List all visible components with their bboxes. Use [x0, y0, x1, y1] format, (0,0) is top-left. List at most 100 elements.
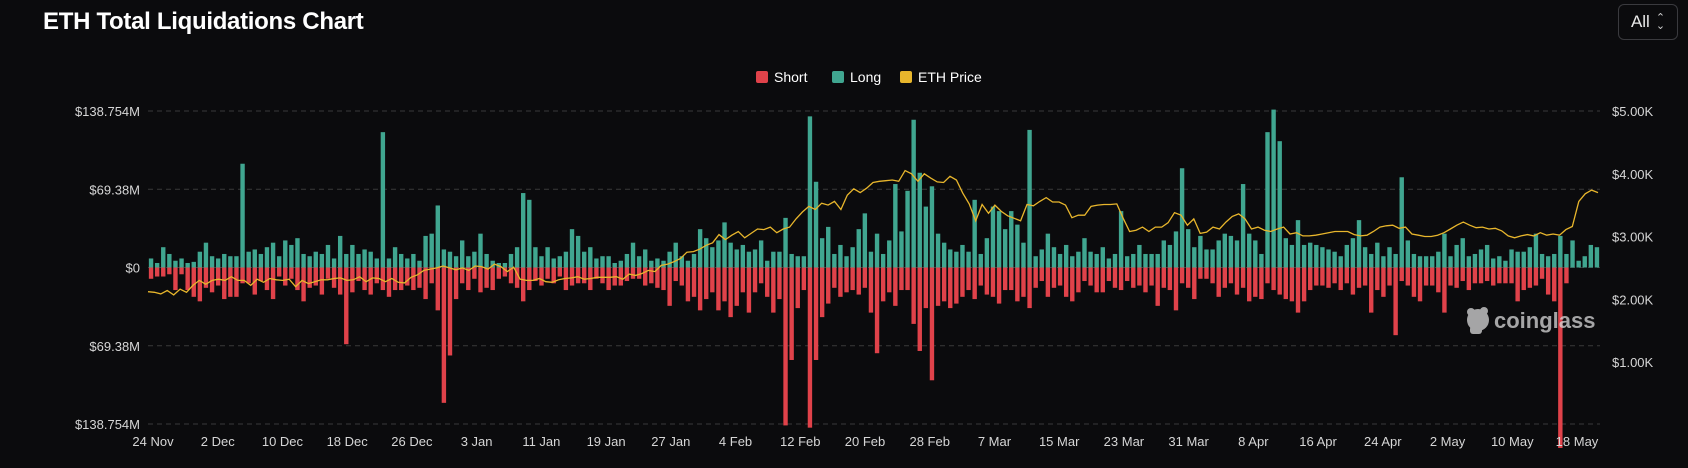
- long-bar[interactable]: [1460, 238, 1465, 268]
- short-bar[interactable]: [1515, 267, 1520, 302]
- long-bar[interactable]: [1369, 253, 1374, 268]
- long-bar[interactable]: [337, 235, 343, 268]
- short-bar[interactable]: [1356, 267, 1362, 288]
- short-bar[interactable]: [734, 267, 739, 306]
- long-bar[interactable]: [954, 251, 959, 268]
- long-bar[interactable]: [344, 253, 349, 268]
- time-range-select[interactable]: All ⌃ ⌄: [1618, 4, 1678, 40]
- long-bar[interactable]: [1076, 251, 1081, 268]
- long-bar[interactable]: [1210, 249, 1215, 268]
- long-bar[interactable]: [1411, 253, 1417, 268]
- short-bar[interactable]: [704, 267, 709, 300]
- short-bar[interactable]: [1100, 267, 1105, 293]
- long-bar[interactable]: [1167, 244, 1173, 268]
- long-bar[interactable]: [1423, 256, 1429, 268]
- long-bar[interactable]: [1381, 256, 1386, 268]
- short-bar[interactable]: [368, 267, 373, 295]
- long-bar[interactable]: [234, 256, 239, 268]
- long-bar[interactable]: [441, 249, 447, 268]
- short-bar[interactable]: [1362, 267, 1368, 286]
- short-bar[interactable]: [1137, 267, 1142, 286]
- short-bar[interactable]: [1198, 267, 1203, 279]
- long-bar[interactable]: [606, 256, 611, 268]
- short-bar[interactable]: [1387, 267, 1392, 286]
- long-bar[interactable]: [1430, 256, 1435, 268]
- short-bar[interactable]: [1155, 267, 1160, 306]
- long-bar[interactable]: [173, 260, 178, 268]
- long-bar[interactable]: [222, 253, 227, 268]
- short-bar[interactable]: [1277, 267, 1282, 295]
- long-bar[interactable]: [1063, 244, 1069, 268]
- long-bar[interactable]: [917, 172, 922, 268]
- long-bar[interactable]: [1112, 253, 1118, 268]
- long-bar[interactable]: [1216, 240, 1221, 268]
- short-bar[interactable]: [929, 267, 935, 381]
- long-bar[interactable]: [1308, 242, 1313, 268]
- short-bar[interactable]: [1405, 267, 1411, 286]
- short-bar[interactable]: [1308, 267, 1313, 291]
- long-bar[interactable]: [771, 251, 776, 268]
- long-bar[interactable]: [185, 262, 190, 268]
- short-bar[interactable]: [850, 267, 855, 291]
- long-bar[interactable]: [978, 253, 983, 268]
- short-bar[interactable]: [411, 267, 416, 291]
- long-bar[interactable]: [1039, 249, 1044, 268]
- short-bar[interactable]: [1009, 267, 1014, 291]
- long-bar[interactable]: [527, 199, 532, 268]
- long-bar[interactable]: [1301, 244, 1307, 268]
- long-bar[interactable]: [1564, 253, 1569, 268]
- short-bar[interactable]: [1185, 267, 1191, 288]
- long-bar[interactable]: [624, 253, 630, 268]
- long-bar[interactable]: [1027, 129, 1032, 268]
- long-bar[interactable]: [380, 132, 386, 268]
- long-bar[interactable]: [880, 253, 886, 268]
- short-bar[interactable]: [1478, 267, 1484, 284]
- long-bar[interactable]: [643, 249, 648, 268]
- short-bar[interactable]: [978, 267, 983, 286]
- long-bar[interactable]: [1478, 249, 1484, 268]
- short-bar[interactable]: [508, 267, 514, 284]
- short-bar[interactable]: [1192, 267, 1197, 300]
- short-bar[interactable]: [1417, 267, 1423, 302]
- long-bar[interactable]: [301, 253, 306, 268]
- long-bar[interactable]: [716, 240, 721, 268]
- short-bar[interactable]: [1131, 267, 1136, 288]
- long-bar[interactable]: [1472, 253, 1478, 268]
- long-bar[interactable]: [893, 184, 898, 268]
- long-bar[interactable]: [276, 256, 282, 268]
- long-bar[interactable]: [813, 181, 819, 268]
- long-bar[interactable]: [1198, 235, 1203, 268]
- short-bar[interactable]: [606, 267, 611, 291]
- long-bar[interactable]: [935, 233, 941, 268]
- short-bar[interactable]: [1466, 267, 1472, 291]
- long-bar[interactable]: [313, 251, 318, 268]
- long-bar[interactable]: [350, 244, 355, 268]
- long-bar[interactable]: [1314, 244, 1319, 268]
- short-bar[interactable]: [1070, 267, 1075, 302]
- short-bar[interactable]: [1320, 267, 1325, 286]
- short-bar[interactable]: [1484, 267, 1490, 282]
- long-bar[interactable]: [984, 238, 990, 268]
- short-bar[interactable]: [887, 267, 892, 293]
- long-bar[interactable]: [1131, 253, 1136, 268]
- short-bar[interactable]: [234, 267, 239, 297]
- long-bar[interactable]: [1448, 256, 1453, 268]
- short-bar[interactable]: [1423, 267, 1429, 286]
- long-bar[interactable]: [972, 199, 977, 268]
- short-bar[interactable]: [990, 267, 996, 297]
- long-bar[interactable]: [667, 251, 672, 268]
- short-bar[interactable]: [167, 267, 172, 275]
- short-bar[interactable]: [1021, 267, 1026, 297]
- long-bar[interactable]: [1527, 247, 1533, 268]
- long-bar[interactable]: [1015, 224, 1020, 268]
- long-bar[interactable]: [685, 260, 691, 268]
- long-bar[interactable]: [545, 247, 550, 268]
- long-bar[interactable]: [1326, 249, 1331, 268]
- short-bar[interactable]: [911, 267, 916, 324]
- short-bar[interactable]: [1002, 267, 1008, 291]
- long-bar[interactable]: [1155, 253, 1160, 268]
- short-bar[interactable]: [1204, 267, 1209, 279]
- long-bar[interactable]: [911, 119, 916, 268]
- short-bar[interactable]: [1460, 267, 1465, 282]
- long-bar[interactable]: [1118, 211, 1124, 268]
